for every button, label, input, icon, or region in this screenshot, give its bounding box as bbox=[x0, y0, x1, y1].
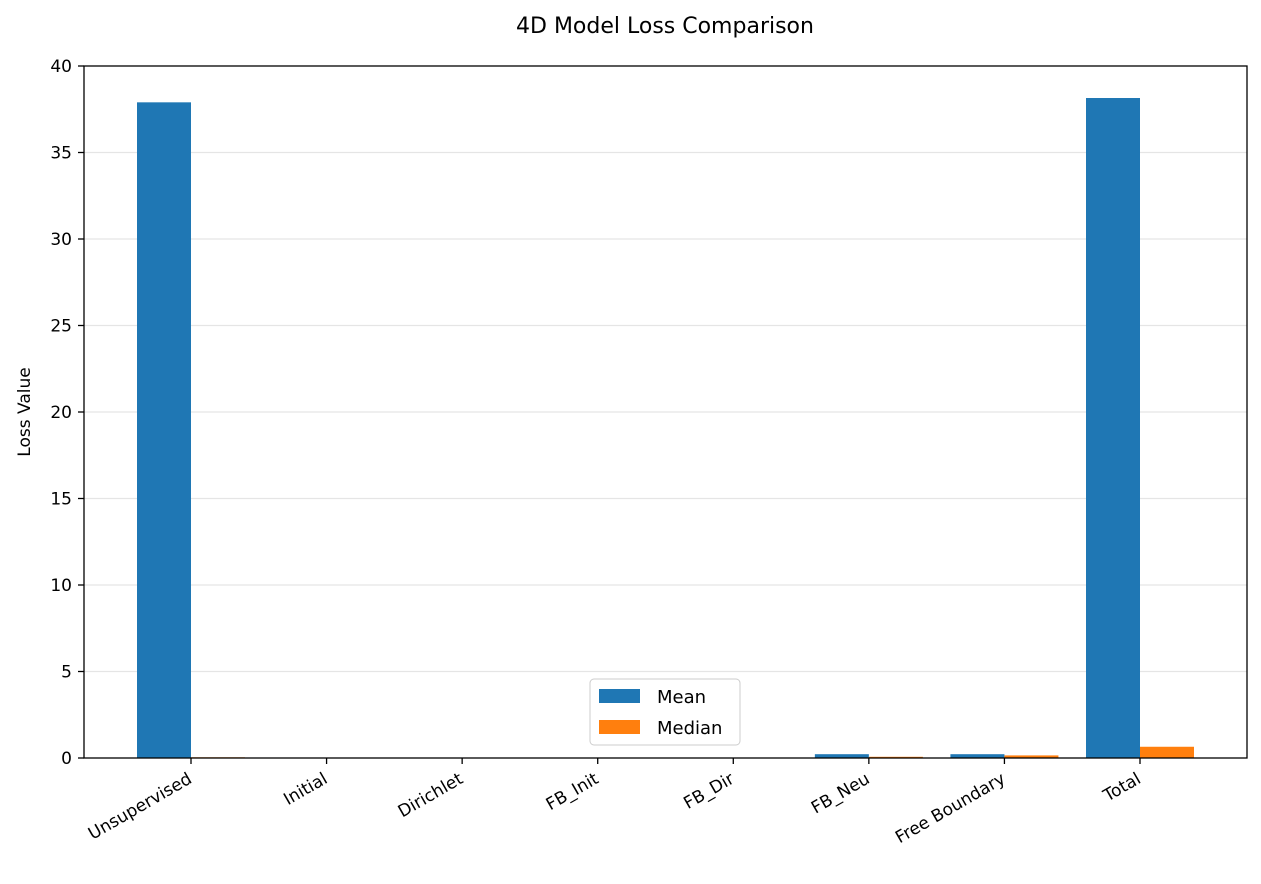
bar-median-total bbox=[1140, 747, 1194, 758]
y-tick-label: 20 bbox=[50, 403, 72, 423]
y-axis-label: Loss Value bbox=[15, 367, 35, 456]
y-tick-label: 40 bbox=[50, 57, 72, 77]
legend: Mean Median bbox=[590, 679, 740, 745]
x-tick-label-dirichlet: Dirichlet bbox=[395, 769, 467, 822]
x-axis-ticks: Unsupervised Initial Dirichlet FB_Init FB_Di… bbox=[85, 758, 1144, 848]
legend-swatch-median bbox=[599, 720, 640, 734]
legend-label-mean: Mean bbox=[657, 687, 706, 708]
legend-label-median: Median bbox=[657, 718, 722, 739]
x-tick-label-fb-neu: FB_Neu bbox=[808, 769, 873, 818]
y-axis-ticks: 0 5 10 15 20 25 30 35 40 bbox=[50, 57, 84, 769]
x-tick-label-total: Total bbox=[1099, 769, 1144, 807]
grid-lines bbox=[84, 153, 1247, 672]
y-tick-label: 30 bbox=[50, 230, 72, 250]
chart-title: 4D Model Loss Comparison bbox=[516, 14, 814, 39]
y-tick-label: 15 bbox=[50, 490, 72, 510]
y-tick-label: 35 bbox=[50, 144, 72, 164]
y-tick-label: 25 bbox=[50, 317, 72, 337]
x-tick-label-initial: Initial bbox=[280, 769, 331, 810]
bar-mean-unsupervised bbox=[137, 102, 191, 758]
x-tick-label-fb-init: FB_Init bbox=[543, 769, 603, 815]
bar-mean-total bbox=[1086, 98, 1140, 758]
legend-swatch-mean bbox=[599, 689, 640, 703]
y-tick-label: 0 bbox=[61, 749, 72, 769]
y-tick-label: 5 bbox=[61, 663, 72, 683]
x-tick-label-fb-dir: FB_Dir bbox=[680, 769, 737, 814]
x-tick-label-unsupervised: Unsupervised bbox=[85, 769, 195, 844]
y-tick-label: 10 bbox=[50, 576, 72, 596]
x-tick-label-free-boundary: Free Boundary bbox=[892, 769, 1009, 848]
bars bbox=[137, 98, 1194, 758]
